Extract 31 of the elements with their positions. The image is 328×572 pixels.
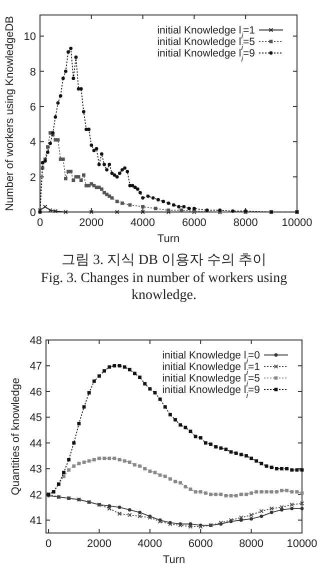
caption: 그림 3. 지식 DB 이용자 수의 추이 [60,252,268,269]
x-tick-label: 6000 [188,538,213,550]
x-tick-label: 4000 [130,217,156,229]
x-tick-label: 8000 [239,538,264,550]
y-tick-label: 8 [30,66,36,78]
y-tick-label: 47 [30,360,42,373]
y-axis-title: Number of workers using KnowledgeDB [4,16,16,212]
y-tick-label: 45 [30,412,42,424]
y-tick-label: 10 [24,31,36,44]
y-tick-label: 2 [30,172,36,184]
y-tick-label: 43 [30,464,42,476]
x-tick-label: 10000 [282,217,312,229]
y-tick-label: 41 [30,515,42,528]
x-tick-label: 0 [45,538,52,550]
y-tick-label: 48 [30,335,42,347]
y-tick-label: 4 [30,136,36,149]
x-axis-title: Turn [157,233,180,245]
y-tick-label: 44 [30,438,42,450]
x-tick-label: 4000 [138,538,162,550]
y-tick-label: 0 [30,207,36,219]
y-tick-label: 6 [30,101,36,114]
y-tick-label: 42 [30,489,42,502]
x-tick-label: 10000 [286,538,318,550]
x-tick-label: 8000 [233,217,258,229]
x-axis-title: Turn [162,554,186,566]
y-axis-title: Quantities of knowledge [10,378,22,496]
x-tick-label: 2000 [86,538,112,550]
caption: Fig. 3. Changes in number of workers using knowledge. [40,270,288,304]
x-tick-label: 2000 [79,217,104,229]
x-tick-label: 6000 [182,217,206,229]
y-tick-label: 46 [30,386,42,398]
